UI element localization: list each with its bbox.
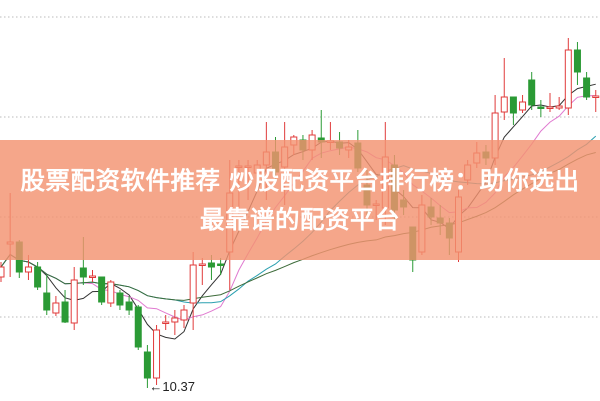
candle-down xyxy=(116,292,124,306)
low-price-annotation: ←10.37 xyxy=(149,379,195,394)
candle-down xyxy=(134,306,142,348)
candle-up xyxy=(592,95,600,98)
candle-down xyxy=(79,267,87,278)
candle-up xyxy=(519,101,527,111)
candle-up xyxy=(89,275,96,278)
candle-up xyxy=(500,96,508,113)
candle-down xyxy=(98,276,106,303)
candle-up xyxy=(171,317,179,323)
low-price-label: 10.37 xyxy=(162,379,195,394)
candle-up xyxy=(0,266,5,278)
candle-down xyxy=(528,79,536,106)
candle-up xyxy=(107,281,115,304)
candle-up xyxy=(162,321,170,324)
candle-down xyxy=(43,292,51,311)
candle-up xyxy=(555,105,563,109)
candle-down xyxy=(537,106,545,109)
candle-up xyxy=(546,106,554,109)
candle-up xyxy=(70,279,78,324)
candle-down xyxy=(583,77,591,98)
candle-up xyxy=(564,49,572,109)
candle-up xyxy=(180,309,188,321)
article-title: 股票配资软件推荐 炒股配资平台排行榜：助你选出最靠谱的配资平台 xyxy=(20,166,580,234)
candle-down xyxy=(207,262,215,268)
candle-up xyxy=(198,263,206,266)
candle-up xyxy=(52,302,60,314)
candle-down xyxy=(61,301,69,323)
candle-down xyxy=(125,301,133,311)
arrow-left-icon: ← xyxy=(149,379,163,394)
candle-up xyxy=(153,329,161,379)
candle-up xyxy=(189,264,197,304)
title-banner: 股票配资软件推荐 炒股配资平台排行榜：助你选出最靠谱的配资平台 xyxy=(0,140,600,260)
candle-down xyxy=(143,351,151,379)
candle-down xyxy=(573,49,581,73)
candle-down xyxy=(217,263,225,266)
candle-down xyxy=(34,266,42,288)
candle-up xyxy=(24,266,32,273)
candle-down xyxy=(509,96,517,114)
